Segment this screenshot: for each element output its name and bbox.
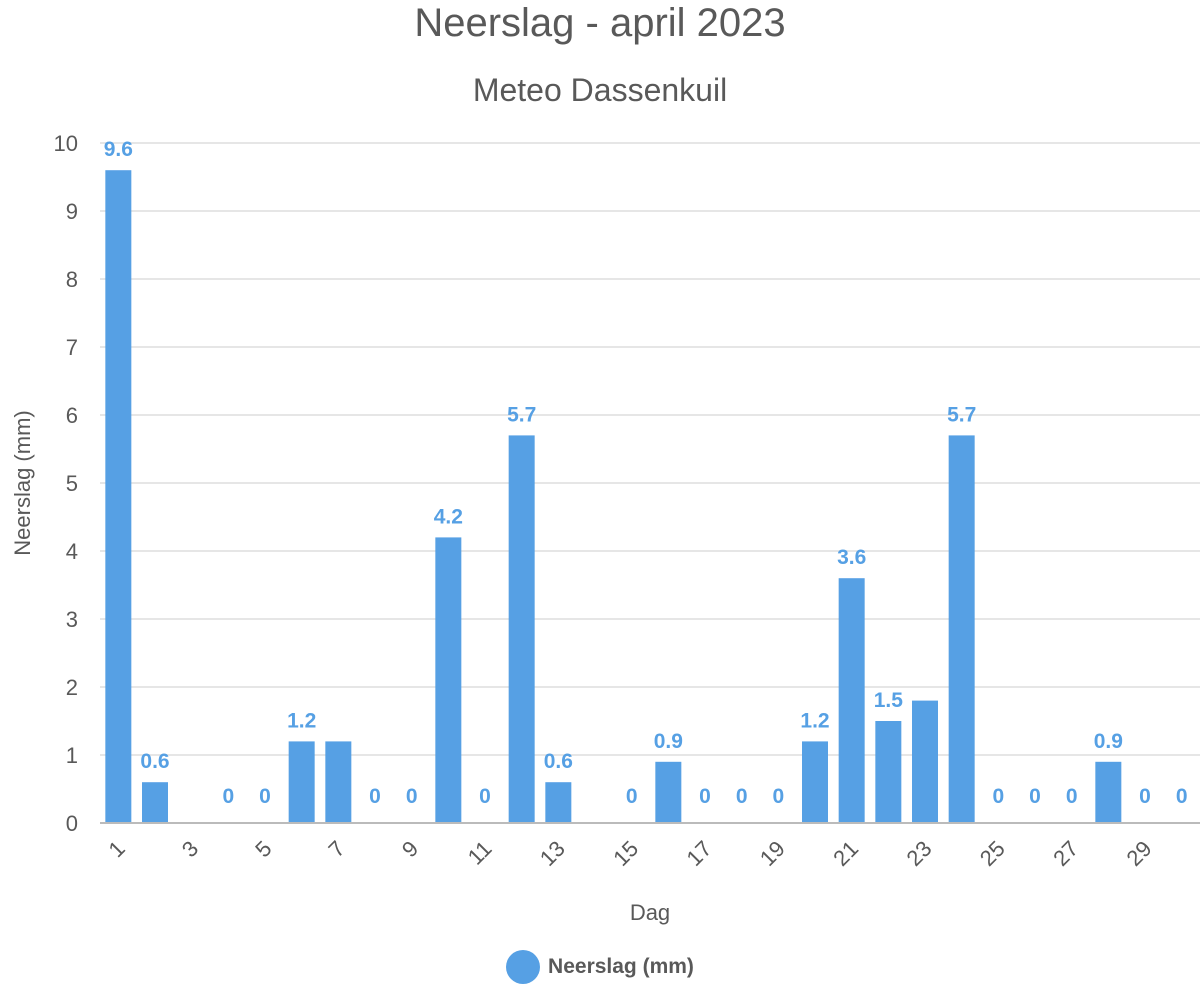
data-label: 0 bbox=[369, 785, 381, 808]
data-label: 0 bbox=[1139, 785, 1151, 808]
y-tick-label: 10 bbox=[54, 131, 78, 156]
x-tick-label: 3 bbox=[177, 836, 203, 862]
legend-label: Neerslag (mm) bbox=[548, 955, 694, 978]
x-axis-label: Dag bbox=[630, 900, 670, 925]
y-tick-label: 3 bbox=[66, 607, 78, 632]
data-label: 0 bbox=[479, 785, 491, 808]
data-label: 9.6 bbox=[104, 138, 133, 161]
data-label: 0.9 bbox=[1094, 730, 1123, 753]
y-tick-label: 9 bbox=[66, 199, 78, 224]
bar[interactable] bbox=[435, 537, 462, 823]
data-label: 1.5 bbox=[874, 689, 904, 712]
data-labels: 9.6 0.6 0 0 1.2 0 0 4.2 0 5.7 0.6 0 0.9 0 0 0 1.2 3.6 1.5 5… bbox=[104, 138, 1188, 808]
data-label: 0 bbox=[259, 785, 271, 808]
x-tick-label: 29 bbox=[1122, 836, 1157, 871]
x-tick-label: 13 bbox=[535, 836, 570, 871]
y-tick-label: 8 bbox=[66, 267, 78, 292]
data-label: 0.6 bbox=[544, 750, 573, 773]
bar[interactable] bbox=[1095, 761, 1122, 823]
data-label: 1.2 bbox=[287, 709, 316, 732]
bar[interactable] bbox=[545, 782, 572, 823]
x-axis-ticks: 1 3 5 7 9 11 13 15 17 19 21 23 25 27 29 bbox=[104, 836, 1157, 871]
x-tick-label: 7 bbox=[324, 836, 350, 862]
bar[interactable] bbox=[838, 578, 865, 823]
data-label: 0 bbox=[1066, 785, 1078, 808]
x-tick-label: 21 bbox=[828, 836, 863, 871]
x-tick-label: 9 bbox=[397, 836, 423, 862]
data-label: 0 bbox=[406, 785, 418, 808]
chart-title: Neerslag - april 2023 bbox=[414, 1, 786, 45]
legend-marker-icon bbox=[506, 950, 541, 984]
y-tick-label: 6 bbox=[66, 403, 78, 428]
bar[interactable] bbox=[288, 741, 315, 823]
bar[interactable] bbox=[142, 782, 168, 823]
y-tick-label: 4 bbox=[66, 539, 78, 564]
bar[interactable] bbox=[325, 741, 352, 823]
bar[interactable] bbox=[875, 721, 902, 823]
data-label: 0 bbox=[992, 785, 1004, 808]
data-label: 0 bbox=[222, 785, 234, 808]
y-tick-label: 7 bbox=[66, 335, 78, 360]
x-tick-label: 1 bbox=[104, 836, 130, 862]
y-tick-label: 0 bbox=[66, 811, 78, 836]
bar[interactable] bbox=[912, 700, 938, 823]
data-label: 5.7 bbox=[507, 403, 536, 426]
bar[interactable] bbox=[655, 761, 682, 823]
x-tick-label: 23 bbox=[902, 836, 937, 871]
bars bbox=[105, 170, 1122, 823]
y-axis-label: Neerslag (mm) bbox=[10, 410, 35, 555]
y-tick-label: 5 bbox=[66, 471, 78, 496]
data-label: 0 bbox=[1029, 785, 1041, 808]
data-label: 1.2 bbox=[800, 709, 829, 732]
data-label: 0 bbox=[699, 785, 711, 808]
data-label: 5.7 bbox=[947, 403, 976, 426]
data-label: 0 bbox=[736, 785, 748, 808]
y-tick-label: 1 bbox=[66, 743, 78, 768]
x-tick-label: 19 bbox=[755, 836, 790, 871]
bar[interactable] bbox=[508, 435, 535, 823]
data-label: 0 bbox=[1176, 785, 1188, 808]
data-label: 0 bbox=[626, 785, 638, 808]
legend[interactable]: Neerslag (mm) bbox=[0, 950, 1200, 984]
y-axis-ticks: 0 1 2 3 4 5 6 7 8 9 10 bbox=[54, 131, 78, 836]
grid-lines bbox=[100, 142, 1200, 756]
data-label: 4.2 bbox=[434, 505, 463, 528]
bar[interactable] bbox=[105, 170, 132, 823]
x-tick-label: 17 bbox=[682, 836, 717, 871]
x-tick-label: 11 bbox=[463, 836, 497, 870]
bar[interactable] bbox=[948, 435, 975, 823]
bar[interactable] bbox=[802, 741, 828, 823]
data-label: 3.6 bbox=[837, 546, 866, 569]
x-tick-label: 25 bbox=[975, 836, 1010, 871]
x-tick-label: 15 bbox=[608, 836, 643, 871]
x-tick-label: 5 bbox=[250, 836, 276, 862]
x-tick-label: 27 bbox=[1048, 836, 1083, 871]
chart-subtitle: Meteo Dassenkuil bbox=[472, 72, 728, 108]
data-label: 0 bbox=[772, 785, 784, 808]
y-tick-label: 2 bbox=[66, 675, 78, 700]
data-label: 0.9 bbox=[654, 730, 683, 753]
data-label: 0.6 bbox=[140, 750, 169, 773]
